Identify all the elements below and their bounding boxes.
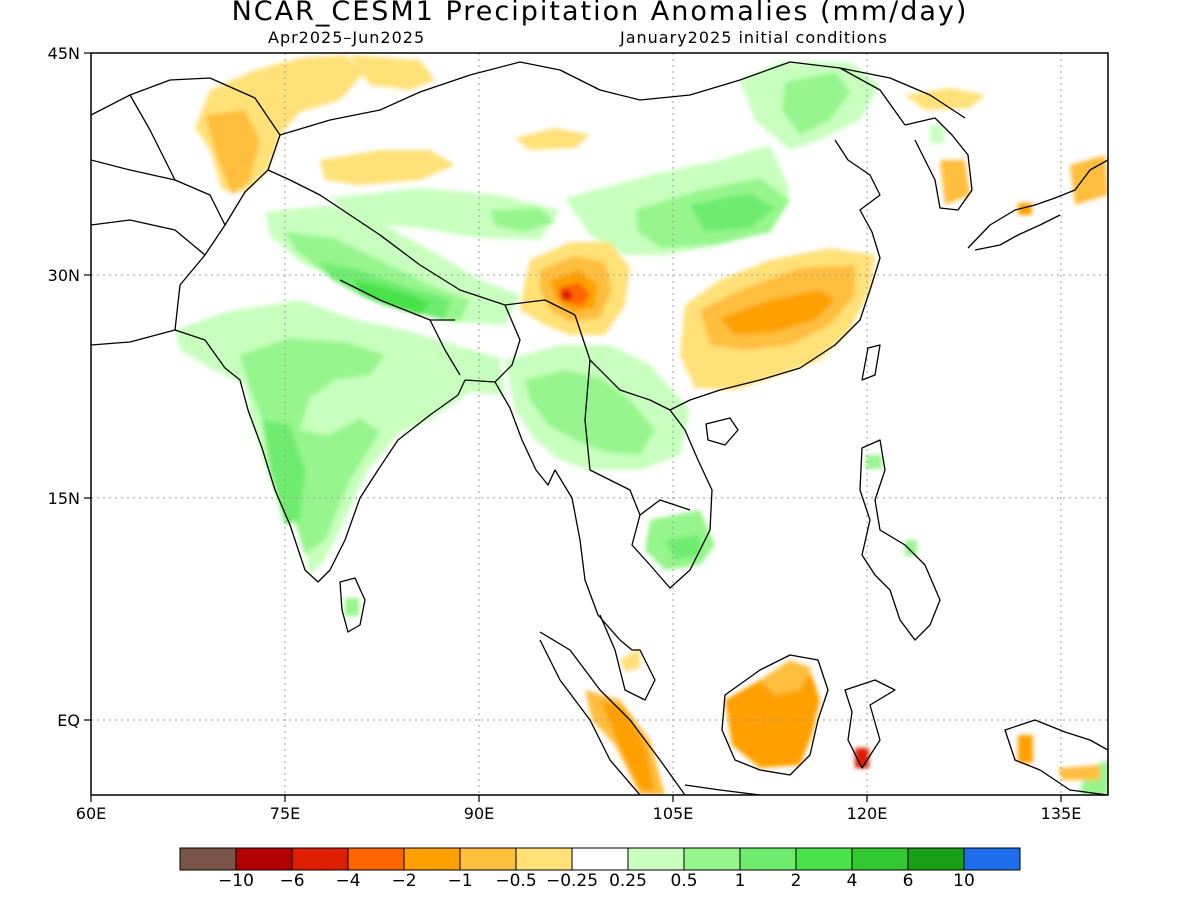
map-title: NCAR_CESM1 Precipitation Anomalies (mm/d… [231,0,969,27]
graticule [91,53,1108,795]
season-subtitle: Apr2025–Jun2025 [268,28,426,47]
lat-label-eq: EQ [57,711,80,730]
colorbar-swatch [347,847,405,871]
anomaly-shading [175,55,1108,795]
colorbar-label: −1 [447,871,473,891]
colorbar-label: −6 [279,871,305,891]
colorbar-swatch [571,847,629,871]
colorbar-label: 6 [902,871,914,891]
colorbar-label: −0.5 [495,871,537,891]
colorbar-label: 10 [953,871,975,891]
colorbar-label: 0.25 [609,871,647,891]
colorbar-swatch [963,847,1021,871]
lat-label-45n: 45N [48,44,80,63]
colorbar-swatch [627,847,685,871]
colorbar-label: 1 [734,871,746,891]
colorbar-swatch [291,847,349,871]
colorbar-swatch [459,847,517,871]
colorbar-swatch [683,847,741,871]
colorbar-swatch [515,847,573,871]
coastlines-and-borders [91,61,1108,795]
colorbar-swatch [403,847,461,871]
colorbar-label: −2 [391,871,417,891]
lon-label-60e: 60E [76,804,106,823]
lon-label-105e: 105E [653,804,694,823]
lon-label-75e: 75E [270,804,300,823]
map-frame [90,52,1109,796]
lon-label-135e: 135E [1041,804,1082,823]
colorbar-label: 0.5 [670,871,698,891]
colorbar [179,847,1021,871]
lon-label-120e: 120E [847,804,888,823]
colorbar-label: −0.25 [545,871,599,891]
colorbar-swatch [739,847,797,871]
colorbar-swatch [795,847,853,871]
lat-label-30n: 30N [48,266,80,285]
lat-label-15n: 15N [48,489,80,508]
lon-label-90e: 90E [464,804,494,823]
initial-conditions-subtitle: January2025 initial conditions [620,28,888,47]
colorbar-label: 4 [846,871,858,891]
colorbar-swatch [907,847,965,871]
colorbar-label: −10 [218,871,254,891]
colorbar-label: 2 [790,871,802,891]
colorbar-swatch [179,847,237,871]
colorbar-swatch [851,847,909,871]
colorbar-swatch [235,847,293,871]
colorbar-label: −4 [335,871,361,891]
